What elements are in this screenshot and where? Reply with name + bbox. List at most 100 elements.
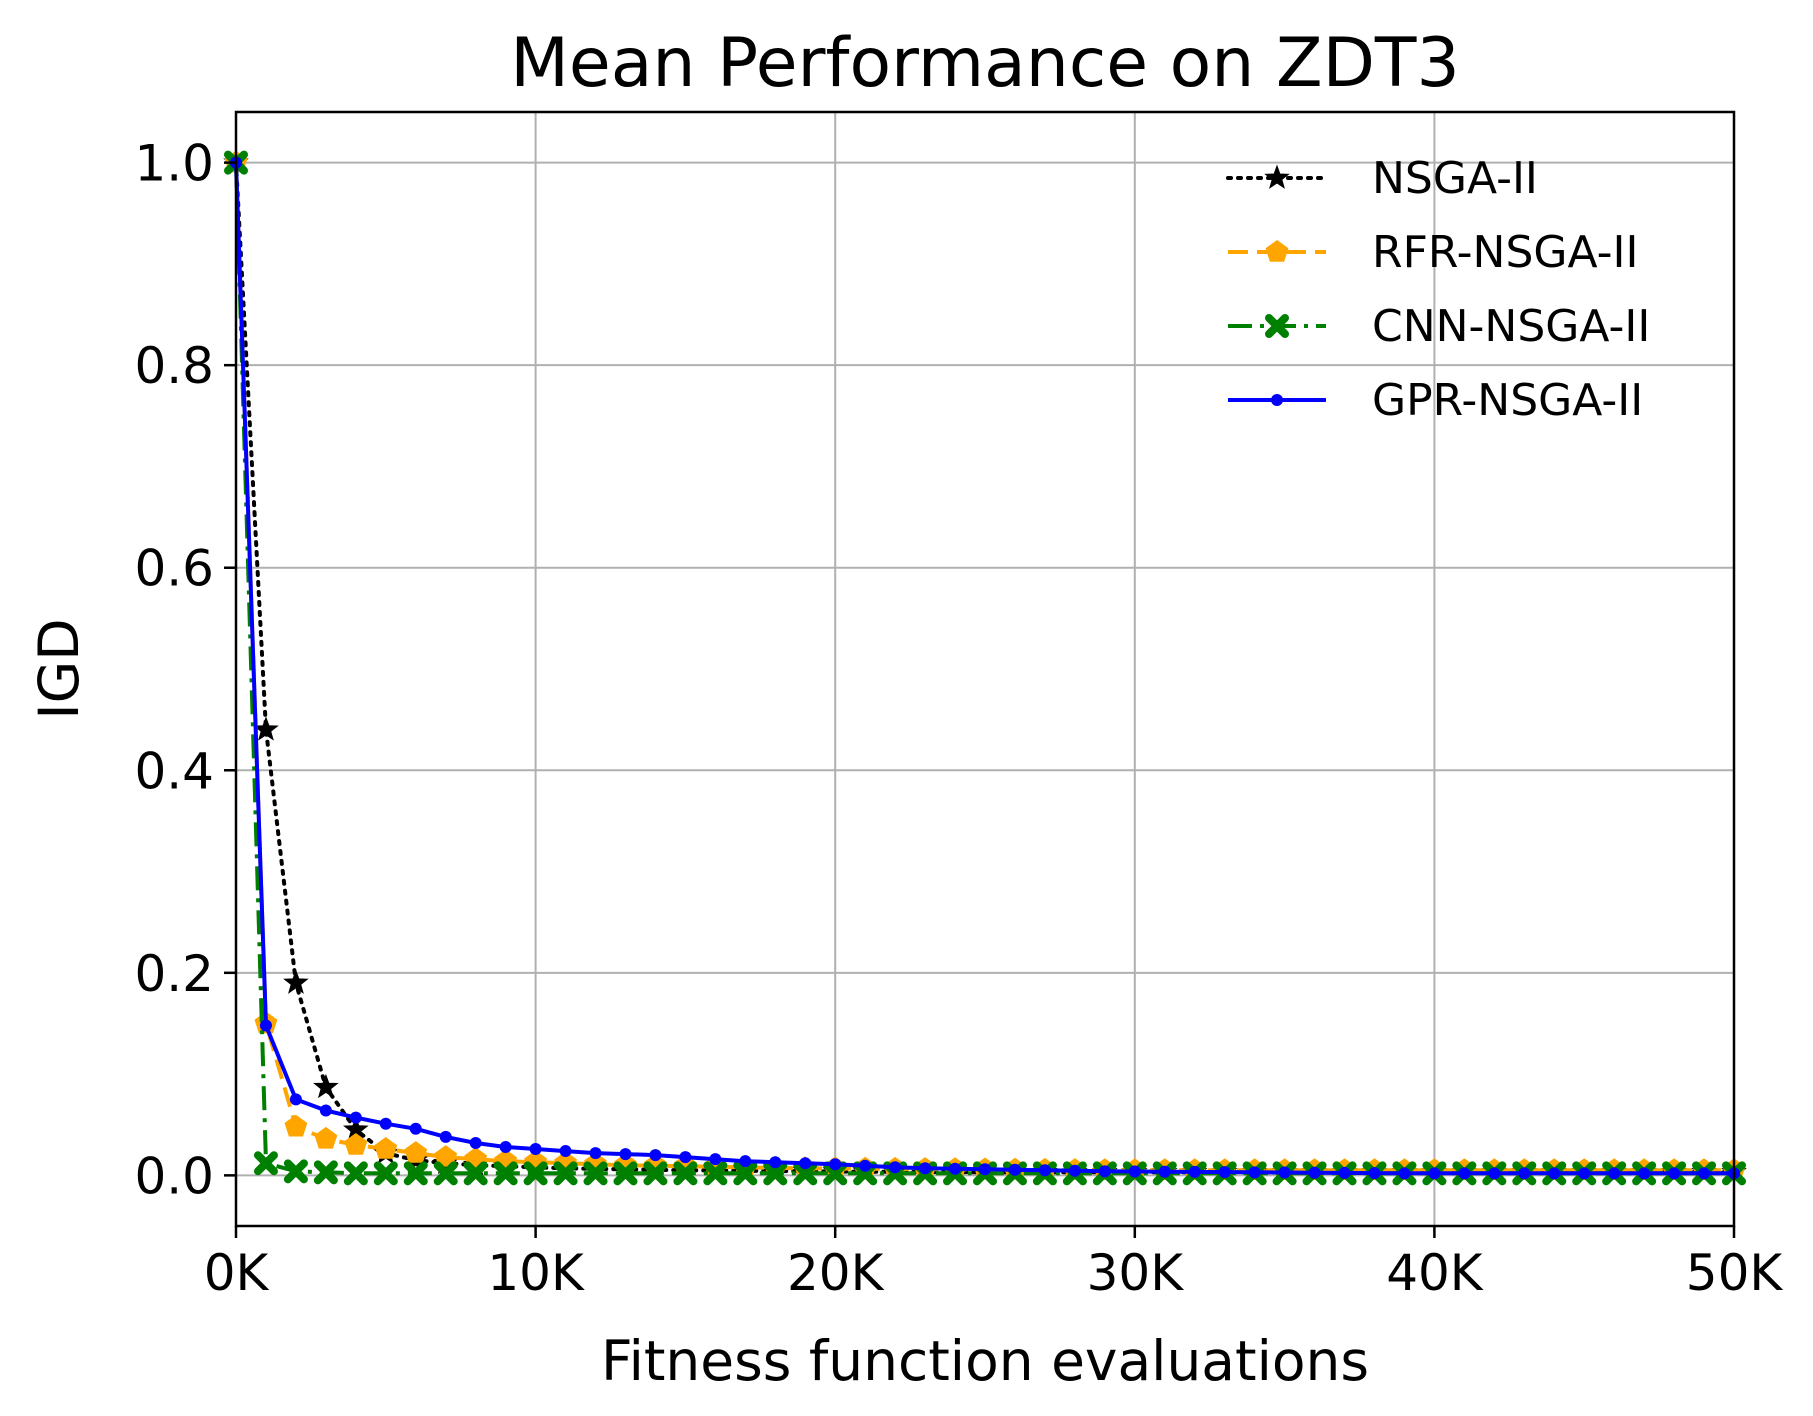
- data-point: [1338, 1166, 1351, 1179]
- data-point: [409, 1122, 422, 1135]
- data-point: [1458, 1167, 1471, 1180]
- legend-marker: [1271, 394, 1283, 406]
- data-point: [319, 1104, 332, 1117]
- data-point: [373, 1161, 398, 1186]
- data-point: [1278, 1166, 1291, 1179]
- data-point: [523, 1161, 548, 1186]
- data-point: [1248, 1166, 1261, 1179]
- data-point: [343, 1161, 368, 1186]
- data-point: [284, 1114, 308, 1137]
- data-point: [313, 1160, 338, 1185]
- data-point: [889, 1161, 902, 1174]
- data-point: [1188, 1165, 1201, 1178]
- data-point: [829, 1158, 842, 1171]
- legend-label: NSGA-II: [1372, 153, 1538, 204]
- data-point: [1308, 1166, 1321, 1179]
- data-point: [649, 1149, 662, 1162]
- data-point: [289, 1093, 302, 1106]
- data-point: [1518, 1167, 1531, 1180]
- legend-marker: [1265, 240, 1289, 262]
- data-point: [403, 1161, 428, 1186]
- legend-label: GPR-NSGA-II: [1372, 375, 1643, 426]
- data-point: [673, 1161, 698, 1186]
- data-point: [434, 1145, 458, 1167]
- data-point: [769, 1156, 782, 1169]
- data-point: [1008, 1163, 1021, 1176]
- data-point: [1398, 1167, 1411, 1180]
- chart-title: Mean Performance on ZDT3: [510, 24, 1459, 103]
- legend-item: NSGA-II: [1226, 153, 1538, 204]
- y-axis: 0.0 0.2 0.4 0.6 0.8 1.0: [134, 135, 236, 1205]
- data-point: [709, 1153, 722, 1166]
- data-point: [679, 1151, 692, 1164]
- data-point: [613, 1161, 638, 1186]
- data-point: [1698, 1167, 1711, 1180]
- data-point: [1038, 1164, 1051, 1177]
- data-point: [589, 1147, 602, 1160]
- data-point: [1428, 1167, 1441, 1180]
- data-point: [559, 1145, 572, 1158]
- y-tick-label: 0.4: [134, 742, 214, 800]
- data-point: [1158, 1165, 1171, 1178]
- data-point: [859, 1159, 872, 1172]
- legend-label: RFR-NSGA-II: [1372, 227, 1638, 278]
- data-point: [763, 1161, 788, 1186]
- data-point: [463, 1161, 488, 1186]
- data-point: [283, 969, 309, 994]
- data-point: [259, 1019, 272, 1032]
- data-point: [404, 1141, 428, 1163]
- legend-marker: [1265, 314, 1289, 338]
- x-tick-label: 40K: [1386, 1244, 1484, 1302]
- legend: NSGA-II RFR-NSGA-II CNN-NSGA-II GPR-NSGA-II: [1226, 153, 1650, 426]
- legend-label: CNN-NSGA-II: [1372, 301, 1650, 352]
- data-point: [1548, 1167, 1561, 1180]
- y-axis-label: IGD: [27, 618, 91, 719]
- y-tick-label: 0.8: [134, 337, 214, 395]
- legend-marker: [1264, 164, 1290, 189]
- x-tick-label: 50K: [1686, 1244, 1784, 1302]
- data-point: [493, 1161, 518, 1186]
- data-point: [643, 1161, 668, 1186]
- data-point: [979, 1163, 991, 1176]
- data-point: [1668, 1167, 1681, 1180]
- data-point: [1638, 1167, 1651, 1180]
- data-point: [823, 1161, 848, 1186]
- data-point: [1068, 1164, 1081, 1177]
- data-point: [499, 1141, 512, 1154]
- data-point: [739, 1155, 752, 1168]
- data-point: [349, 1111, 362, 1124]
- data-point: [1218, 1166, 1231, 1179]
- plot-frame: [234, 110, 1736, 1228]
- data-point: [619, 1148, 632, 1161]
- x-axis: 0K 10K 20K 30K 40K 50K: [204, 1226, 1784, 1302]
- data-point: [1128, 1165, 1141, 1178]
- legend-item: CNN-NSGA-II: [1228, 301, 1650, 352]
- data-point: [733, 1161, 758, 1186]
- data-point: [253, 1151, 278, 1176]
- series-gpr-nsga-ii: [230, 156, 1740, 1180]
- data-point: [313, 1073, 339, 1099]
- y-tick-label: 0.0: [134, 1147, 214, 1205]
- data-point: [949, 1162, 962, 1175]
- data-point: [469, 1136, 482, 1149]
- x-tick-label: 30K: [1087, 1244, 1185, 1302]
- data-point: [793, 1161, 818, 1186]
- data-point: [344, 1133, 368, 1155]
- grid: [235, 112, 1735, 1226]
- data-point: [379, 1117, 392, 1130]
- x-tick-label: 0K: [204, 1244, 270, 1302]
- legend-item: RFR-NSGA-II: [1228, 227, 1638, 278]
- data-point: [583, 1161, 608, 1186]
- data-point: [314, 1126, 338, 1149]
- x-tick-label: 10K: [487, 1244, 585, 1302]
- data-point: [1368, 1167, 1381, 1180]
- x-tick-label: 20K: [787, 1244, 885, 1302]
- data-point: [799, 1157, 812, 1170]
- series-layer: [223, 149, 1747, 1186]
- data-point: [1578, 1167, 1591, 1180]
- data-point: [439, 1130, 452, 1143]
- y-tick-label: 0.2: [134, 945, 214, 1003]
- data-point: [919, 1162, 932, 1175]
- data-point: [1488, 1167, 1501, 1180]
- data-point: [283, 1159, 308, 1184]
